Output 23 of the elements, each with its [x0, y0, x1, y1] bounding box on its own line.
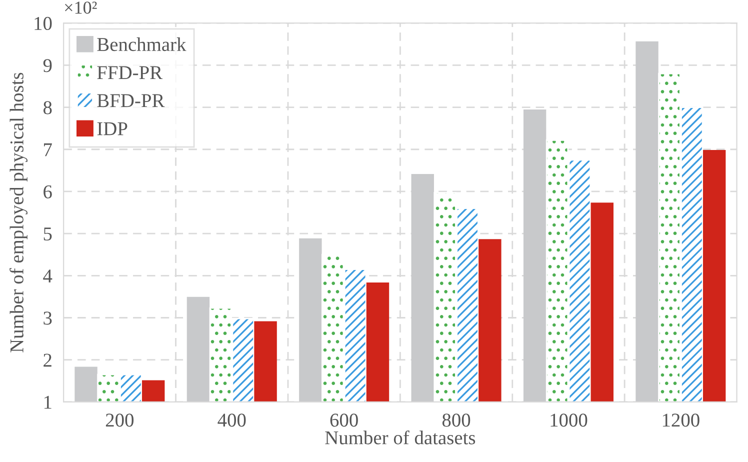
x-tick-label: 200 [106, 414, 134, 427]
y-tick-label: 2 [44, 354, 52, 367]
legend-label: IDP [97, 122, 128, 136]
y-tick-label: 3 [44, 312, 52, 325]
x-tick-label: 1200 [662, 414, 700, 427]
y-axis-title: Number of employed physical hosts [10, 72, 28, 352]
x-axis-title: Number of datasets [325, 430, 476, 444]
text: ×10² [65, 2, 97, 14]
y-tick-label: 4 [43, 270, 52, 282]
legend-label: FFD-PR [97, 66, 163, 80]
x-tick-label: 400 [218, 414, 246, 427]
y-tick-label: 8 [43, 101, 52, 114]
x-tick-label: 800 [442, 414, 470, 427]
legend-label: BFD-PR [97, 94, 165, 108]
y-tick-label: 10 [34, 16, 52, 30]
y-tick-label: 9 [43, 59, 52, 72]
y-tick-label: 6 [44, 185, 52, 198]
y-tick-label: 5 [44, 228, 52, 241]
y-tick-label: 1 [44, 396, 52, 409]
x-tick-label: 1000 [550, 414, 588, 427]
legend-label: Benchmark [97, 37, 186, 52]
x-tick-label: 600 [330, 414, 358, 427]
y-tick-label: 7 [44, 143, 52, 156]
